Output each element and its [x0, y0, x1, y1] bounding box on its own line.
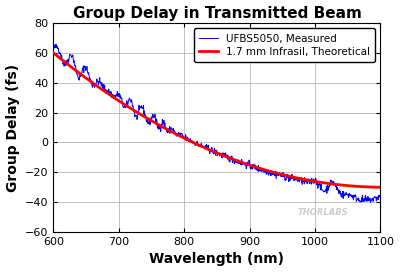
- UFBS5050, Measured: [368, 201, 373, 204]
- 1.7 mm Infrasil, Theoretical: [246, 163, 250, 166]
- UFBS5050, Measured: [333, 183, 338, 186]
- UFBS5050, Measured: [378, 195, 383, 198]
- 1.7 mm Infrasil, Theoretical: [206, 148, 211, 151]
- Legend: UFBS5050, Measured, 1.7 mm Infrasil, Theoretical: UFBS5050, Measured, 1.7 mm Infrasil, The…: [194, 28, 375, 62]
- UFBS5050, Measured: [300, 182, 304, 185]
- UFBS5050, Measured: [72, 59, 76, 62]
- UFBS5050, Measured: [241, 162, 246, 166]
- 1.7 mm Infrasil, Theoretical: [228, 157, 233, 160]
- Line: 1.7 mm Infrasil, Theoretical: 1.7 mm Infrasil, Theoretical: [54, 53, 380, 187]
- Text: THORLABS: THORLABS: [297, 208, 348, 217]
- Line: UFBS5050, Measured: UFBS5050, Measured: [54, 44, 380, 202]
- UFBS5050, Measured: [250, 166, 255, 169]
- 1.7 mm Infrasil, Theoretical: [378, 186, 383, 189]
- 1.7 mm Infrasil, Theoretical: [370, 186, 375, 189]
- UFBS5050, Measured: [54, 42, 58, 46]
- 1.7 mm Infrasil, Theoretical: [319, 181, 324, 184]
- Y-axis label: Group Delay (fs): Group Delay (fs): [6, 63, 20, 192]
- UFBS5050, Measured: [51, 46, 56, 49]
- X-axis label: Wavelength (nm): Wavelength (nm): [150, 252, 284, 267]
- 1.7 mm Infrasil, Theoretical: [51, 51, 56, 55]
- Title: Group Delay in Transmitted Beam: Group Delay in Transmitted Beam: [72, 5, 361, 21]
- UFBS5050, Measured: [260, 168, 264, 171]
- 1.7 mm Infrasil, Theoretical: [208, 149, 213, 152]
